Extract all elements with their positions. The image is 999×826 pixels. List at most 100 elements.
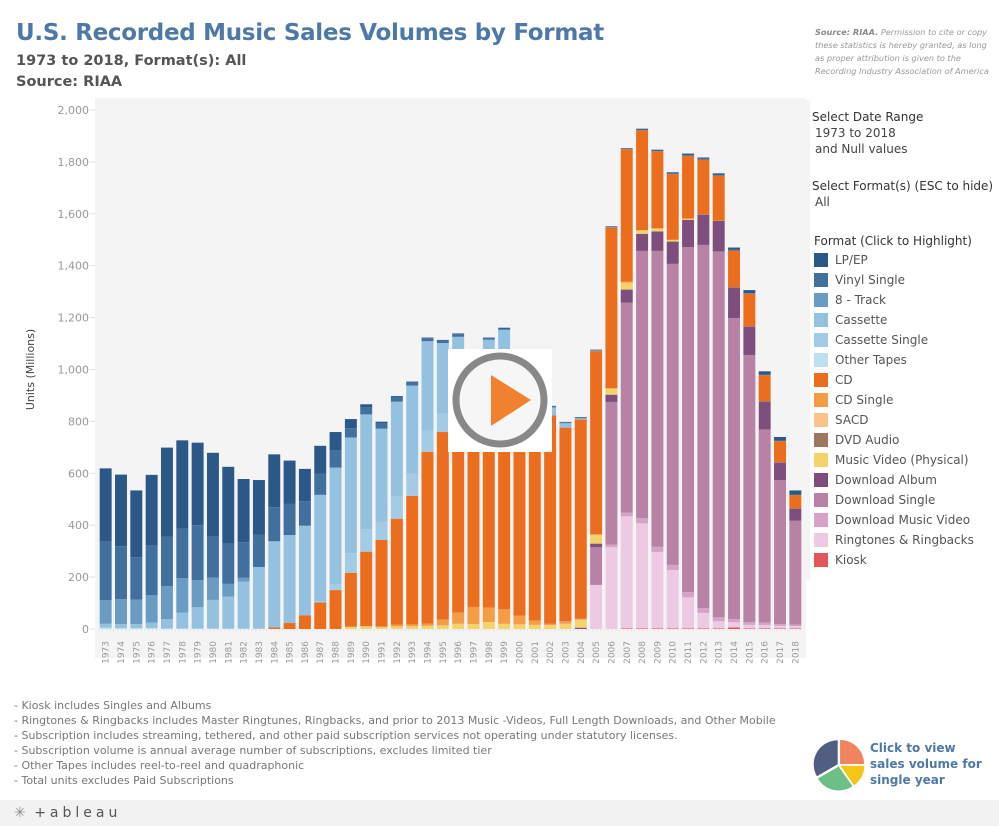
bar-segment: [314, 494, 327, 602]
bar-segment: [176, 578, 189, 613]
y-tick-label: 1,600: [58, 208, 90, 221]
bar-segment: [191, 607, 204, 629]
note-total-units: - Total units excludes Paid Subscription…: [14, 774, 234, 787]
x-tick-label: 1979: [194, 641, 204, 664]
legend-item[interactable]: 8 - Track: [814, 290, 974, 310]
legend-item[interactable]: SACD: [814, 410, 974, 430]
bar-segment: [176, 612, 189, 629]
legend-item[interactable]: DVD Audio: [814, 430, 974, 450]
single-year-link-text[interactable]: Click to view sales volume for single ye…: [870, 741, 982, 787]
bar-segment: [452, 623, 465, 629]
bar-segment: [590, 351, 603, 535]
bar-segment: [436, 339, 449, 341]
legend-item[interactable]: Cassette Single: [814, 330, 974, 350]
bar-segment: [452, 334, 465, 337]
bar-segment: [697, 159, 710, 215]
bar-segment: [498, 609, 511, 624]
bar-segment: [636, 129, 649, 131]
legend-item[interactable]: LP/EP: [814, 250, 974, 270]
play-button[interactable]: [448, 349, 552, 452]
play-icon: [452, 352, 548, 448]
note-ringtones: - Ringtones & Ringbacks includes Master …: [14, 714, 776, 727]
bar-segment: [559, 422, 572, 424]
bar-segment: [406, 626, 419, 629]
y-tick-label: 0: [82, 623, 89, 636]
bar-segment: [682, 155, 695, 219]
legend-item[interactable]: Kiosk: [814, 550, 974, 570]
bar-segment: [406, 624, 419, 627]
legend-item[interactable]: CD: [814, 370, 974, 390]
bar-segment: [697, 157, 710, 159]
legend-swatch: [814, 373, 828, 387]
bar-segment: [436, 343, 449, 414]
bar-segment: [99, 468, 112, 542]
x-tick-label: 2015: [745, 641, 755, 664]
single-year-link[interactable]: Click to view sales volume for single ye…: [812, 738, 992, 793]
bar-segment: [160, 586, 173, 620]
bar-segment: [743, 326, 756, 355]
bar-segment: [605, 547, 618, 629]
bar-segment: [252, 534, 265, 567]
x-tick-label: 1987: [316, 641, 326, 664]
legend-item[interactable]: Ringtones & Ringbacks: [814, 530, 974, 550]
bar-segment: [115, 474, 127, 547]
pie-slice: [840, 765, 865, 786]
note-kiosk: - Kiosk includes Singles and Albums: [14, 699, 212, 712]
bar-segment: [774, 440, 786, 442]
legend-item[interactable]: Cassette: [814, 310, 974, 330]
bar-segment: [574, 417, 587, 419]
y-tick-label: 1,000: [58, 364, 90, 377]
bar-segment: [237, 577, 250, 582]
y-tick-label: 200: [68, 571, 89, 584]
x-tick-label: 1976: [148, 641, 158, 664]
tableau-logo[interactable]: ✳ +ableau: [14, 805, 121, 821]
x-tick-label: 1995: [439, 641, 449, 664]
bar-segment: [666, 174, 679, 240]
bar-segment: [314, 602, 327, 629]
legend-item[interactable]: Music Video (Physical): [814, 450, 974, 470]
legend-item[interactable]: Vinyl Single: [814, 270, 974, 290]
bar-segment: [789, 624, 802, 627]
bar-segment: [697, 214, 710, 245]
legend-item[interactable]: Download Single: [814, 490, 974, 510]
x-tick-label: 1985: [286, 641, 296, 664]
date-range-value[interactable]: 1973 to 2018: [815, 126, 896, 140]
bar-segment: [774, 624, 786, 626]
bar-segment: [191, 628, 204, 629]
bar-segment: [176, 628, 189, 629]
legend-item[interactable]: Download Album: [814, 470, 974, 490]
bar-segment: [728, 250, 741, 288]
x-tick-label: 1977: [163, 641, 173, 664]
format-filter-value[interactable]: All: [815, 195, 830, 209]
bar-segment: [605, 401, 618, 545]
bar-segment: [651, 228, 664, 232]
bar-segment: [360, 551, 373, 627]
x-tick-label: 1990: [362, 641, 372, 664]
bar-segment: [651, 250, 664, 547]
bar-segment: [390, 401, 403, 497]
x-tick-label: 1982: [240, 641, 250, 664]
bar-segment: [559, 623, 572, 629]
bar-segment: [789, 490, 802, 495]
bar-segment: [743, 293, 756, 327]
bar-segment: [636, 523, 649, 629]
bar-segment: [666, 173, 679, 175]
bar-segment: [375, 421, 388, 423]
bar-segment: [436, 625, 449, 629]
bar-segment: [590, 543, 603, 548]
date-range-label: Select Date Range: [812, 110, 924, 124]
legend-item[interactable]: Download Music Video: [814, 510, 974, 530]
bar-segment: [636, 230, 649, 234]
bar-segment: [360, 626, 373, 629]
bar-segment: [590, 534, 603, 535]
bar-segment: [498, 623, 511, 629]
bar-segment: [268, 507, 281, 542]
bar-segment: [544, 415, 557, 624]
bar-segment: [758, 371, 771, 375]
bar-segment: [728, 249, 741, 251]
date-range-null[interactable]: and Null values: [815, 142, 908, 156]
bar-segment: [206, 536, 219, 578]
legend-item[interactable]: Other Tapes: [814, 350, 974, 370]
bar-segment: [160, 628, 173, 629]
legend-item[interactable]: CD Single: [814, 390, 974, 410]
